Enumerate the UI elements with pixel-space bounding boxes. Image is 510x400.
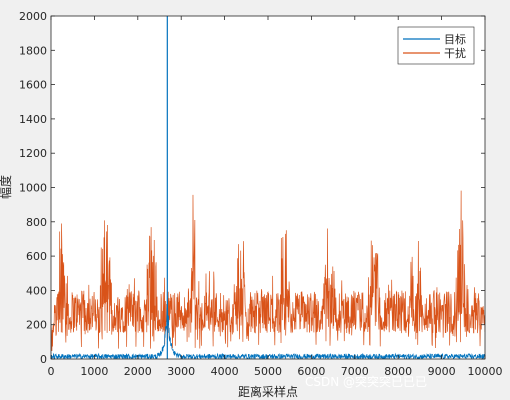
legend: 目标 干扰 — [397, 26, 475, 65]
y-tick-label: 1200 — [19, 147, 47, 160]
x-tick-label: 8000 — [384, 365, 412, 378]
x-tick-label: 9000 — [428, 365, 456, 378]
x-tick-label: 2000 — [124, 365, 152, 378]
x-tick-label: 5000 — [254, 365, 282, 378]
watermark: CSDN @突突突已已已 — [305, 374, 427, 389]
x-tick-label: 10000 — [468, 365, 503, 378]
x-tick-label: 3000 — [167, 365, 195, 378]
ticks-layer: 0 1000 2000 3000 4000 5000 6000 7000 8000 9000 100… — [19, 10, 503, 378]
y-tick-label: 1600 — [19, 79, 47, 92]
series-line-jamming — [51, 190, 485, 352]
legend-box — [397, 26, 475, 65]
y-tick-label: 0 — [40, 353, 47, 366]
y-tick-label: 400 — [26, 284, 47, 297]
x-tick-label: 0 — [48, 365, 55, 378]
x-tick-label: 6000 — [297, 365, 325, 378]
y-tick-label: 1400 — [19, 113, 47, 126]
y-tick-label: 600 — [26, 250, 47, 263]
x-tick-label: 1000 — [80, 365, 108, 378]
y-tick-label: 800 — [26, 216, 47, 229]
x-axis-label: 距离采样点 — [238, 384, 298, 399]
y-tick-label: 2000 — [19, 10, 47, 23]
x-tick-label: 7000 — [341, 365, 369, 378]
legend-label-target: 目标 — [444, 32, 466, 46]
y-tick-label: 1800 — [19, 44, 47, 57]
y-axis-label: 幅度 — [0, 175, 13, 199]
y-tick-label: 200 — [26, 319, 47, 332]
x-tick-label: 4000 — [211, 365, 239, 378]
legend-label-jamming: 干扰 — [444, 46, 466, 60]
y-tick-label: 1000 — [19, 182, 47, 195]
